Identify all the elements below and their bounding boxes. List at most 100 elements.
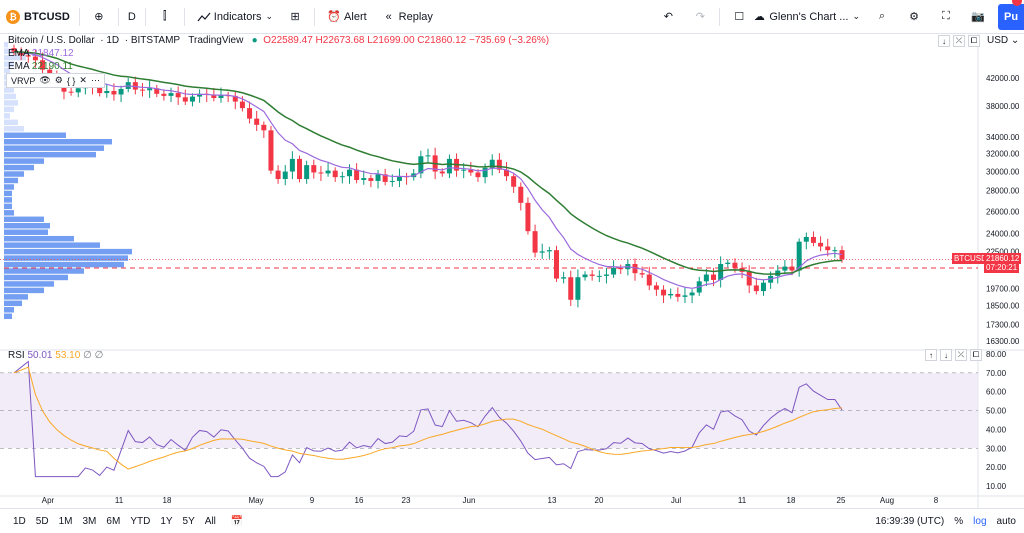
candle-body (582, 274, 588, 278)
price-tick-label: 32000.00 (986, 150, 1020, 159)
gear-icon[interactable]: ⚙ (54, 75, 63, 85)
arrow-down-icon[interactable]: ↓ (938, 35, 950, 47)
candle-body (818, 242, 824, 247)
rewind-icon: « (385, 10, 392, 23)
range-button-5d[interactable]: 5D (35, 515, 49, 527)
fullscreen-button[interactable]: ⛶ (930, 4, 962, 30)
chart-canvas[interactable]: 42000.00 38000.00 34000.00 32000.00 30000.00… (0, 34, 1024, 508)
replay-button[interactable]: « Replay (373, 4, 439, 30)
ema-fast-legend[interactable]: EMA 21847.12 (8, 48, 74, 59)
range-button-1d[interactable]: 1D (13, 515, 26, 527)
source-code-icon[interactable]: { } (66, 75, 76, 86)
candle-body (25, 55, 31, 57)
interval-button[interactable]: D (122, 4, 142, 30)
volume-profile-bar (4, 242, 100, 248)
bottom-toolbar: 1D 5D 1M 3M 6M YTD 1Y 5Y All 📅 16:39:39 (UTC) % … (0, 508, 1024, 533)
range-button-1m[interactable]: 1M (58, 515, 73, 527)
candle-body (47, 69, 53, 75)
range-button-1y[interactable]: 1Y (160, 515, 173, 527)
candle-body (511, 176, 517, 187)
indicators-button[interactable]: Indicators ⌄ (188, 4, 279, 30)
candle-body (139, 89, 145, 91)
percent-toggle[interactable]: % (954, 516, 964, 527)
candle-body (832, 250, 838, 252)
candle-body (439, 171, 445, 174)
vrvp-legend[interactable]: VRVP 👁 ⚙ { } ✕ ⋯ (6, 73, 105, 88)
time-axis-label: Jul (671, 496, 681, 505)
volume-profile-bar (4, 255, 128, 261)
volume-profile-bar (4, 268, 84, 274)
time-axis-label: 18 (163, 496, 172, 505)
range-button-3m[interactable]: 3M (82, 515, 97, 527)
range-button-5y[interactable]: 5Y (182, 515, 195, 527)
alert-button[interactable]: ⏰ Alert (318, 4, 373, 30)
arrow-up-icon[interactable]: ↑ (925, 349, 937, 361)
chart-type-button[interactable]: ⫿ (149, 4, 181, 30)
candle-body (247, 108, 253, 119)
price-tick-label: 26000.00 (986, 207, 1020, 216)
currency-label[interactable]: USD ⌄ (987, 35, 1019, 46)
publish-button[interactable]: Pu (998, 4, 1024, 30)
candle-body (746, 271, 752, 286)
arrow-down-icon[interactable]: ↓ (940, 349, 952, 361)
collapse-icon[interactable]: ⤫ (955, 349, 967, 361)
redo-button[interactable]: ↷ (684, 4, 716, 30)
time-axis-label: 16 (355, 496, 364, 505)
candle-body (175, 93, 181, 98)
templates-button[interactable]: ⊞ (279, 4, 311, 30)
candle-body (753, 285, 759, 292)
eye-icon[interactable]: 👁 (39, 75, 51, 85)
layout-button[interactable]: ☐ ☁ Glenn's Chart ... ⌄ (723, 4, 866, 30)
candle-body (589, 274, 595, 276)
search-button[interactable]: ⌕ (866, 4, 898, 30)
auto-toggle[interactable]: auto (996, 516, 1016, 527)
candle-body (418, 156, 424, 174)
volume-profile-bar (4, 203, 12, 210)
compare-button[interactable]: ⊕ (83, 4, 115, 30)
bitcoin-icon: ₿ (6, 9, 20, 24)
close-icon[interactable]: ✕ (79, 75, 87, 85)
price-tick-label: 34000.00 (986, 133, 1020, 142)
clock-time[interactable]: 16:39:39 (UTC) (875, 516, 945, 527)
candle-body (389, 180, 395, 182)
rsi-tick-label: 40.00 (986, 425, 1007, 434)
more-icon[interactable]: ⋯ (90, 75, 100, 85)
volume-profile-bar (4, 287, 44, 294)
snapshot-button[interactable]: 📷 (962, 4, 994, 30)
candle-body (489, 159, 495, 168)
chart-area[interactable]: 42000.00 38000.00 34000.00 32000.00 30000.00… (0, 34, 1024, 508)
candle-body (111, 91, 117, 95)
candle-body (154, 88, 160, 94)
undo-button[interactable]: ↶ (652, 4, 684, 30)
time-axis-label: 9 (310, 496, 315, 505)
candle-body (553, 250, 559, 279)
candle-body (354, 169, 360, 180)
candle-body (475, 172, 481, 178)
ema-slow-legend[interactable]: EMA 22190.11 (8, 61, 73, 72)
symbol-price-tag: BTCUSD (952, 253, 989, 264)
time-axis-label: Aug (880, 496, 894, 505)
log-toggle[interactable]: log (973, 516, 987, 527)
rsi-ma-value: 53.10 (55, 350, 81, 361)
range-button-ytd[interactable]: YTD (130, 515, 151, 527)
volume-profile-bar (4, 87, 14, 93)
redo-icon: ↷ (695, 11, 705, 23)
candle-body (703, 274, 709, 282)
maximize-icon[interactable]: ⧠ (970, 349, 982, 361)
candle-body (197, 93, 203, 97)
range-button-all[interactable]: All (204, 515, 216, 527)
time-axis-label: 20 (595, 496, 604, 505)
last-price-tag: 21860.12 (984, 253, 1022, 264)
symbol-search[interactable]: ₿ BTCUSD (0, 4, 76, 30)
rsi-legend[interactable]: RSI 50.01 53.10 ∅ ∅ (8, 350, 103, 361)
calendar-icon[interactable]: 📅 (230, 515, 244, 527)
range-button-6m[interactable]: 6M (106, 515, 121, 527)
volume-profile-bar (4, 261, 124, 268)
candle-body (382, 174, 388, 182)
maximize-icon[interactable]: ⧠ (968, 35, 980, 47)
collapse-icon[interactable]: ⤫ (953, 35, 965, 47)
candle-body (539, 251, 545, 253)
volume-profile-bar (4, 171, 24, 177)
interval-label: D (127, 10, 136, 23)
settings-button[interactable]: ⚙ (898, 4, 930, 30)
